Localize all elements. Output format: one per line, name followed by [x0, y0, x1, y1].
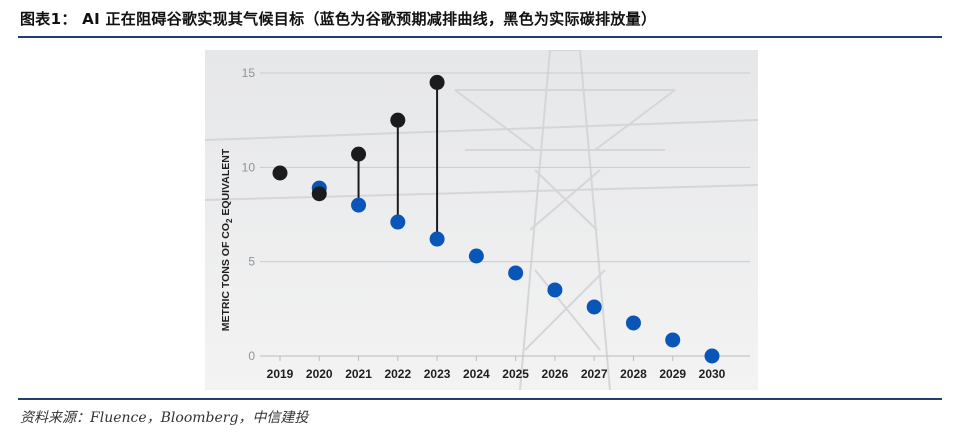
- x-tick-label: 2028: [620, 367, 647, 381]
- x-tick-label: 2029: [659, 367, 686, 381]
- actual-point-2020: [311, 186, 327, 202]
- actual-point-2021: [351, 146, 367, 162]
- source-note: 资料来源：Fluence，Bloomberg，中信建投: [20, 410, 309, 426]
- y-tick-label: 15: [242, 66, 256, 80]
- x-tick-label: 2024: [463, 367, 490, 381]
- bottom-rule: [18, 398, 942, 400]
- projected-point-2026: [547, 282, 563, 298]
- top-rule: [18, 36, 942, 38]
- projected-point-2028: [625, 315, 641, 331]
- actual-point-2023: [429, 74, 445, 90]
- x-tick-label: 2026: [542, 367, 569, 381]
- y-tick-label: 10: [242, 160, 256, 174]
- figure-title: 图表1： AI 正在阻碍谷歌实现其气候目标（蓝色为谷歌预期减排曲线，黑色为实际碳…: [20, 10, 657, 28]
- x-tick-label: 2027: [581, 367, 608, 381]
- x-tick-label: 2025: [502, 367, 529, 381]
- x-tick-label: 2022: [384, 367, 411, 381]
- projected-point-2027: [586, 299, 602, 315]
- y-axis-label: METRIC TONS OF CO2 EQUIVALENT: [220, 148, 234, 331]
- plot-background: [205, 50, 758, 390]
- emissions-chart: 0 5 10 15 2019 2020 2021 2022 2023 2024 2025 2026 2…: [205, 50, 758, 390]
- x-tick-label: 2019: [267, 367, 294, 381]
- projected-point-2023: [429, 231, 445, 247]
- projected-point-2025: [508, 265, 524, 281]
- actual-point-2019: [272, 165, 288, 181]
- x-tick-label: 2021: [345, 367, 372, 381]
- x-tick-label: 2020: [306, 367, 333, 381]
- projected-point-2024: [468, 248, 484, 264]
- y-tick-label: 5: [248, 255, 255, 269]
- x-tick-label: 2030: [699, 367, 726, 381]
- pylon-background-graphic: [205, 50, 758, 390]
- projected-point-2030: [704, 348, 720, 364]
- projected-point-2021: [351, 197, 367, 213]
- projected-point-2029: [665, 332, 681, 348]
- x-tick-label: 2023: [424, 367, 451, 381]
- actual-point-2022: [390, 112, 406, 128]
- y-tick-label: 0: [248, 349, 255, 363]
- projected-point-2022: [390, 214, 406, 230]
